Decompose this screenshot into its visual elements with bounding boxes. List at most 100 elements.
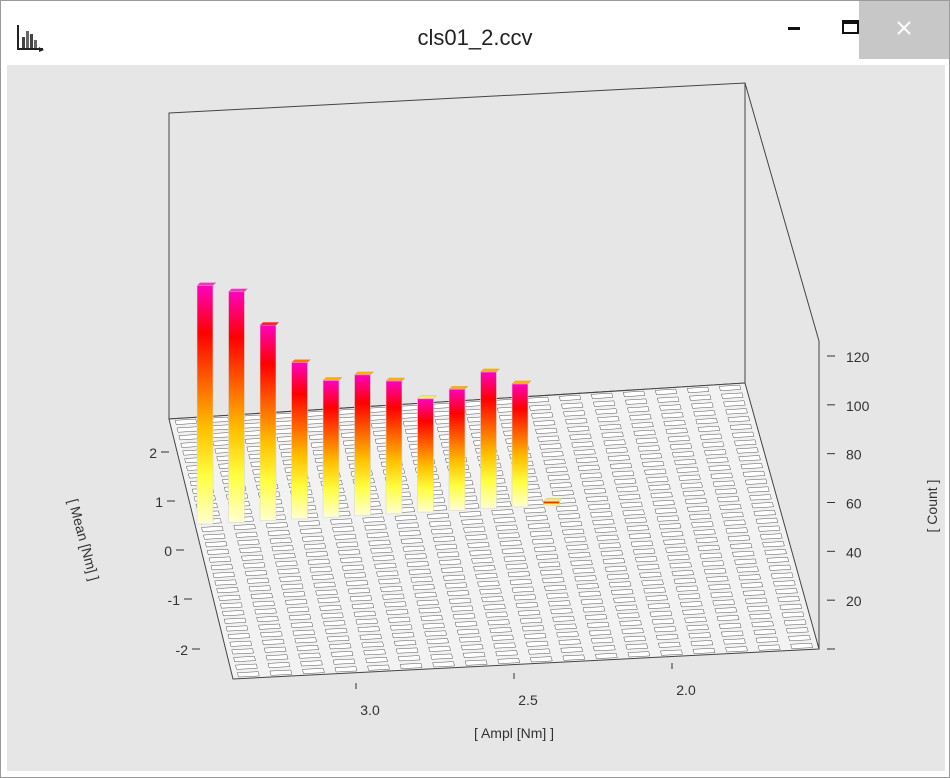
grid-cell [367, 664, 390, 671]
grid-cell [395, 647, 419, 654]
grid-cell [584, 614, 608, 621]
grid-cell [625, 398, 648, 405]
grid-cell [718, 384, 742, 391]
close-button[interactable] [859, 1, 949, 59]
grid-cell [384, 601, 407, 608]
histogram-app-icon[interactable] [15, 23, 45, 53]
grid-cell [420, 615, 443, 622]
grid-cell [398, 530, 422, 537]
grid-cell [716, 496, 740, 503]
grid-cell [309, 566, 332, 573]
grid-cell [357, 626, 380, 633]
grid-cell [549, 482, 573, 489]
grid-cell [684, 498, 708, 505]
grid-cell [762, 541, 785, 548]
grid-cell [290, 622, 314, 628]
z-tick-label: 100 [846, 398, 870, 414]
bar-top [417, 395, 437, 399]
grid-cell [692, 647, 716, 654]
grid-cell [592, 400, 616, 407]
grid-cell [499, 540, 522, 547]
grid-cell [667, 554, 690, 561]
grid-cell [633, 429, 656, 436]
grid-cell [503, 555, 527, 562]
grid-cell [601, 431, 624, 438]
grid-cell [273, 552, 296, 559]
y-axis-label: [ Mean [Nm] ] [65, 497, 102, 582]
grid-cell [279, 575, 302, 582]
grid-cell [237, 539, 260, 546]
x-axis-label: [ Ampl [Nm] ] [474, 725, 554, 741]
grid-cell [617, 612, 640, 619]
grid-cell [294, 637, 317, 644]
grid-cell [332, 658, 356, 665]
grid-cell [319, 604, 342, 611]
grid-cell [300, 660, 323, 667]
grid-cell [654, 507, 678, 514]
minimize-button[interactable] [766, 1, 822, 59]
grid-cell [560, 402, 584, 409]
grid-cell [456, 628, 480, 635]
maximize-button[interactable] [823, 1, 879, 59]
grid-cell [465, 534, 488, 541]
grid-cell [645, 595, 669, 602]
grid-cell [734, 558, 757, 565]
grid-cell [697, 425, 721, 433]
grid-cell [412, 584, 435, 591]
grid-cell [710, 591, 733, 598]
grid-cell [444, 582, 468, 589]
grid-cell [580, 598, 604, 605]
grid-cell [643, 587, 666, 594]
grid-cell [699, 433, 723, 440]
grid-cell [313, 581, 336, 588]
grid-cell [509, 578, 533, 585]
grid-cell [665, 546, 688, 553]
title-bar[interactable]: cls01_2.ccv [1, 1, 949, 65]
grid-cell [575, 456, 598, 464]
grid-cell [365, 657, 388, 663]
grid-cell [608, 581, 632, 588]
grid-cell [747, 605, 770, 612]
bar [417, 398, 434, 513]
grid-cell [233, 524, 256, 531]
grid-cell [363, 649, 386, 656]
grid-cell [757, 525, 781, 532]
grid-cell [302, 668, 325, 674]
grid-cell [391, 632, 415, 639]
grid-cell [459, 511, 482, 518]
grid-cell [442, 574, 466, 581]
grid-cell [330, 651, 354, 657]
grid-cell [545, 466, 568, 473]
grid-cell [760, 533, 783, 540]
grid-cell [527, 648, 551, 655]
grid-cell [742, 470, 766, 477]
grid-cell [517, 609, 541, 616]
grid-cell [770, 572, 794, 579]
grid-cell [483, 603, 506, 610]
grid-cell [660, 531, 684, 538]
grid-cell [378, 578, 401, 585]
bar-top [448, 386, 469, 390]
grid-cell [205, 541, 228, 548]
grid-cell [393, 639, 417, 646]
grid-cell [604, 565, 628, 572]
grid-cell [606, 573, 630, 580]
grid-cell [578, 590, 602, 597]
grid-cell [537, 561, 561, 568]
grid-cell [669, 562, 692, 569]
grid-cell [599, 423, 622, 431]
grid-cell [298, 652, 321, 659]
grid-cell [783, 619, 807, 626]
grid-cell [343, 572, 367, 579]
bar [511, 383, 529, 508]
grid-cell [452, 613, 476, 620]
grid-cell [644, 468, 667, 475]
grid-cell [402, 545, 426, 552]
grid-cell [624, 517, 647, 524]
grid-cell [590, 637, 614, 644]
grid-cell [296, 645, 319, 651]
bar [448, 388, 466, 511]
grid-cell [311, 574, 334, 581]
grid-cell [535, 553, 559, 560]
grid-cell [422, 622, 445, 629]
